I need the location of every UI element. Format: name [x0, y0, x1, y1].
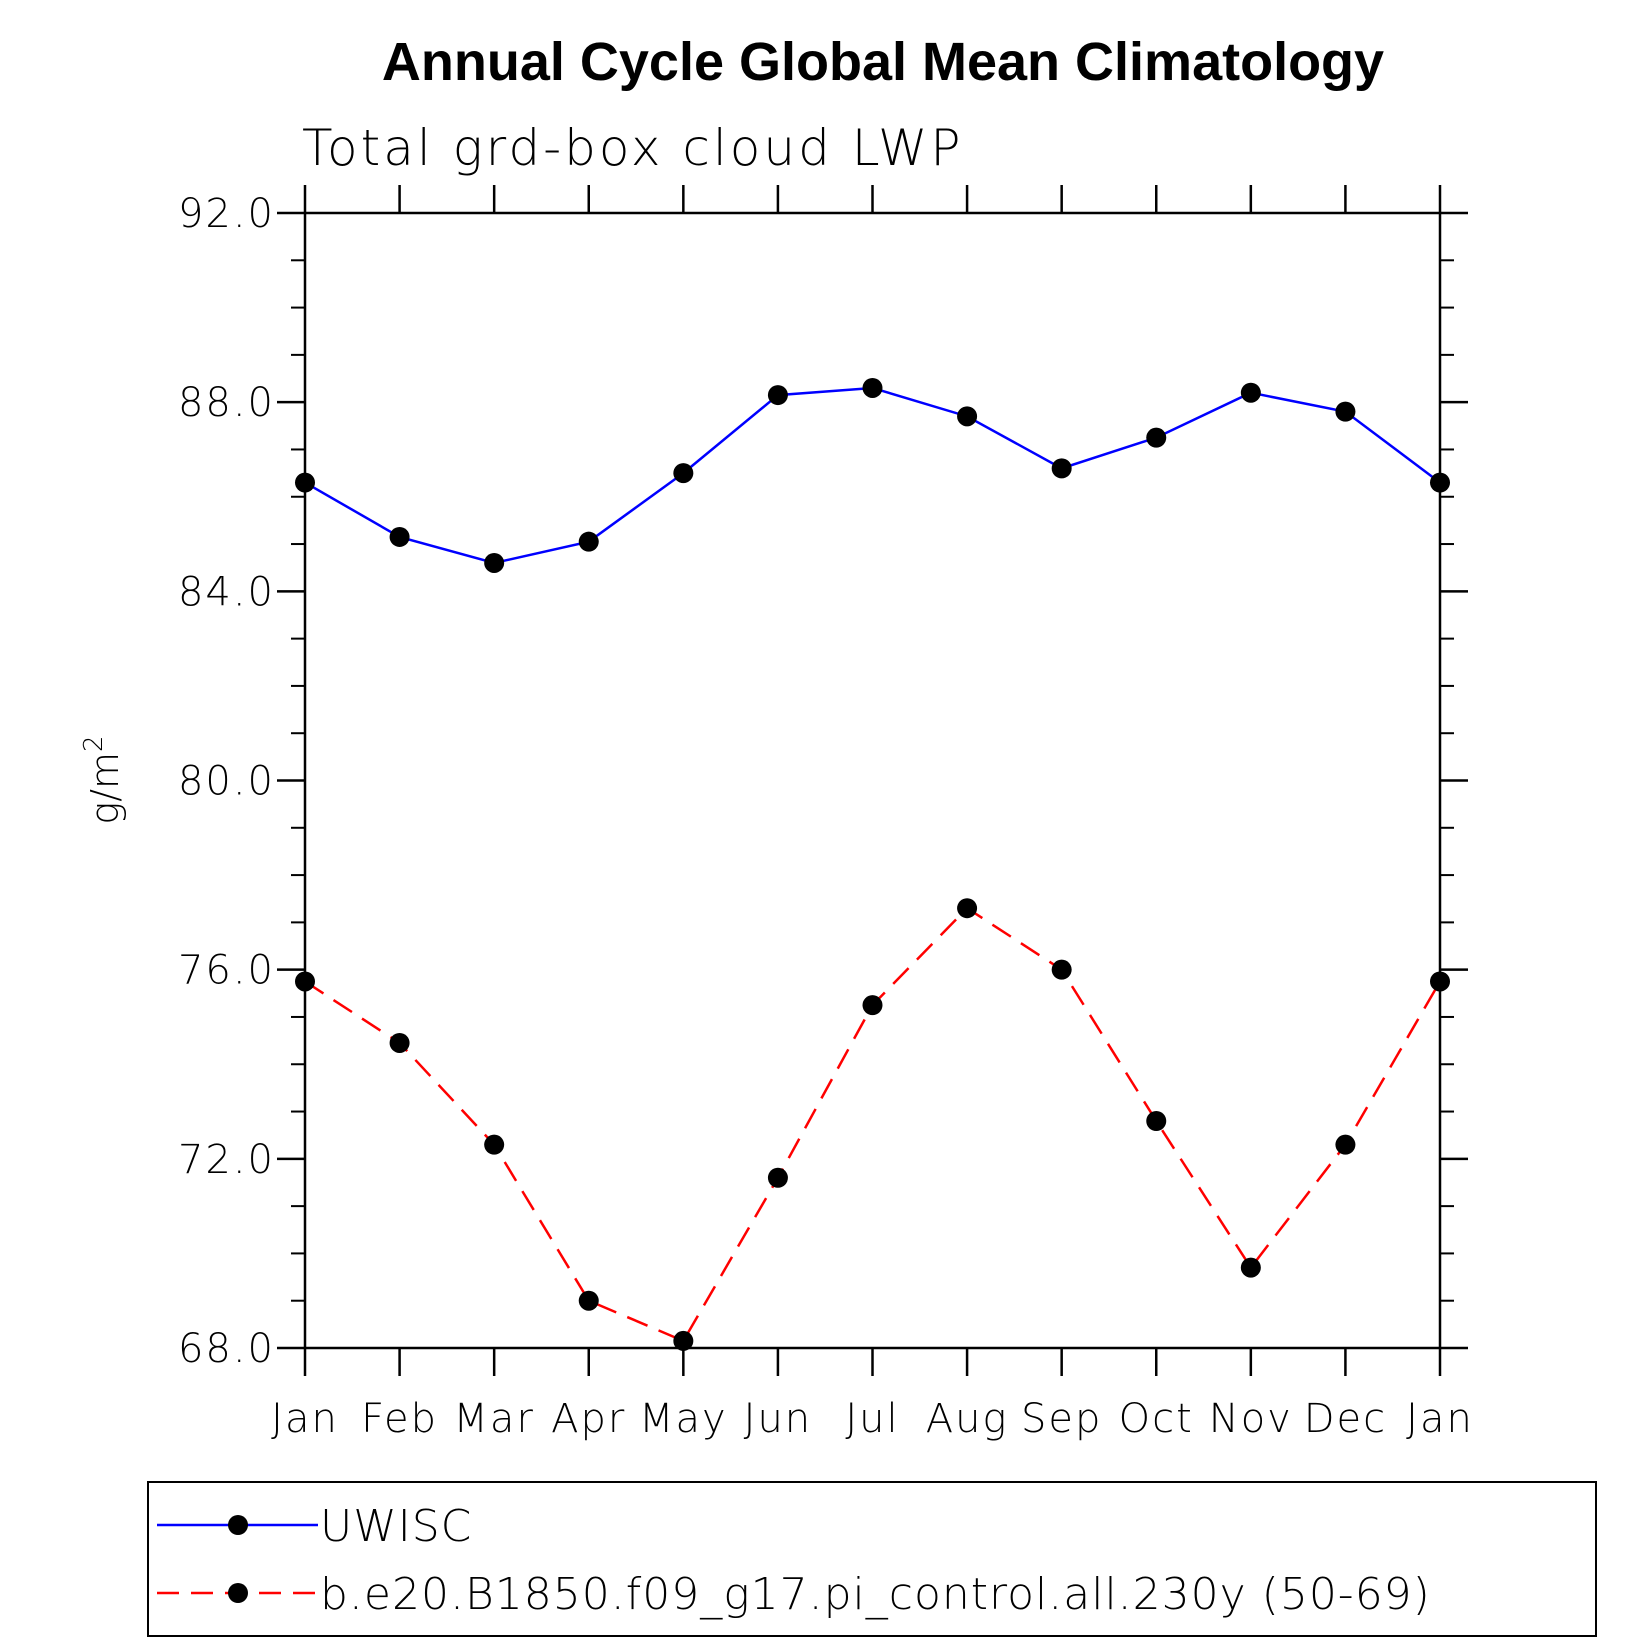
legend-marker-2: [228, 1583, 248, 1603]
x-tick-label: Apr: [551, 1396, 626, 1442]
y-tick-label: 68.0: [178, 1326, 275, 1372]
y-axis-label-superscript: 2: [79, 735, 109, 752]
data-point-series-2: [1240, 1257, 1261, 1278]
data-point-series-2: [1051, 959, 1072, 980]
data-point-series-1: [578, 531, 599, 552]
legend-label-2: b.e20.B1850.f09_g17.pi_control.all.230y …: [320, 1569, 1431, 1620]
legend-box: [147, 1481, 1597, 1637]
data-point-series-2: [1146, 1111, 1167, 1131]
x-tick-label: Feb: [361, 1396, 438, 1442]
series-lines: [295, 377, 1450, 1351]
x-tick-label: Jan: [271, 1396, 339, 1442]
data-point-series-1: [1430, 472, 1450, 493]
legend-label-1: UWISC: [320, 1501, 472, 1552]
y-tick-label: 88.0: [178, 380, 275, 426]
data-point-series-1: [1146, 427, 1167, 448]
data-point-series-2: [578, 1290, 599, 1311]
y-tick-label: 92.0: [178, 191, 275, 237]
chart-subtitle: Total grd-box cloud LWP: [302, 119, 964, 177]
data-point-series-2: [484, 1134, 505, 1155]
data-point-series-2: [1430, 971, 1450, 992]
data-point-series-2: [295, 971, 315, 992]
data-point-series-1: [767, 385, 788, 406]
series-line-2: [304, 906, 1442, 1343]
x-tick-label: Dec: [1304, 1396, 1387, 1442]
y-tick-label: 80.0: [178, 759, 275, 805]
y-tick-label: 84.0: [178, 569, 275, 615]
data-point-series-1: [957, 406, 978, 427]
data-point-series-1: [1051, 458, 1072, 479]
chart-title: Annual Cycle Global Mean Climatology: [382, 32, 1384, 92]
legend: UWISC b.e20.B1850.f09_g17.pi_control.all.…: [147, 1481, 1597, 1637]
data-point-series-2: [673, 1330, 694, 1351]
x-tick-label: Sep: [1021, 1396, 1102, 1442]
data-point-series-1: [1335, 401, 1356, 422]
legend-marker-1: [228, 1515, 248, 1535]
x-tick-label: Jul: [845, 1396, 899, 1442]
data-point-series-2: [767, 1167, 788, 1188]
data-point-series-1: [862, 377, 883, 398]
y-tick-label: 76.0: [178, 948, 275, 994]
x-tick-label: Aug: [926, 1396, 1009, 1442]
data-point-series-1: [1240, 382, 1261, 403]
data-point-series-2: [957, 898, 978, 919]
data-point-series-1: [673, 463, 694, 484]
x-tick-label: Mar: [453, 1396, 534, 1442]
x-tick-label: Jun: [744, 1396, 813, 1442]
data-point-series-2: [1335, 1134, 1356, 1155]
y-tick-label: 72.0: [178, 1137, 275, 1183]
data-point-series-2: [389, 1032, 410, 1053]
y-axis-label-text: g/m: [83, 752, 127, 825]
series-line-1: [304, 386, 1441, 565]
data-point-series-1: [295, 472, 315, 493]
data-point-series-1: [389, 526, 410, 547]
x-tick-label: Nov: [1209, 1396, 1293, 1442]
x-tick-label: Oct: [1119, 1396, 1194, 1442]
x-tick-label: May: [639, 1396, 728, 1442]
y-axis-label: g/m2: [79, 735, 127, 824]
axes: 68.0 72.0 76.0 80.0 84.0 88.0 92.0 Jan Feb Mar Apr…: [178, 185, 1474, 1442]
data-point-series-1: [484, 552, 505, 573]
data-point-series-2: [862, 995, 883, 1016]
x-tick-label: Jan: [1406, 1396, 1474, 1442]
